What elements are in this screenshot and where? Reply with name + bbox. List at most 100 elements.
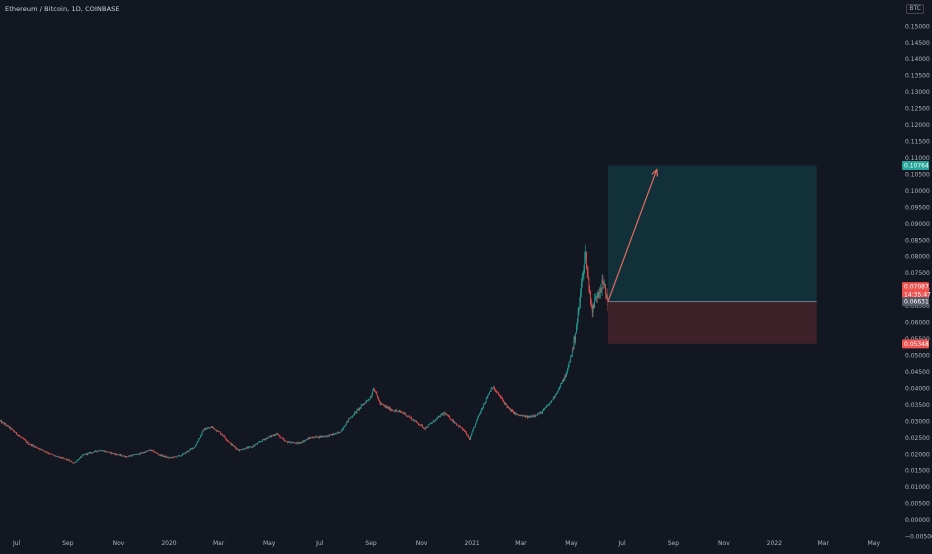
candle-body [314, 438, 315, 439]
y-tick-label: 0.13500 [905, 73, 930, 80]
candle-body [234, 446, 235, 447]
candle-body [479, 414, 480, 416]
candle-body [473, 428, 474, 430]
candle-body [62, 458, 63, 459]
y-tick-label: 0.09000 [905, 221, 930, 228]
candle-body [70, 461, 71, 462]
candle-body [480, 412, 481, 413]
candle-body [284, 439, 285, 440]
y-tick-label: 0.04500 [905, 369, 930, 376]
candle-body [495, 390, 496, 391]
candle-body [137, 454, 138, 455]
candle-body [558, 389, 559, 392]
currency-badge[interactable]: BTC [906, 4, 924, 14]
candle-body [124, 456, 125, 457]
candle-body [157, 453, 158, 454]
y-tick-label: 0.05000 [905, 352, 930, 359]
candle-body [437, 418, 438, 419]
candle-body [461, 427, 462, 428]
candle-body [271, 436, 272, 437]
candle-body [606, 294, 607, 295]
candle-body [61, 458, 62, 459]
candle-body [37, 447, 38, 448]
candle-body [251, 447, 252, 448]
candle-body [268, 437, 269, 439]
candle-body [140, 453, 141, 454]
candle-body [102, 451, 103, 452]
candle-body [74, 462, 75, 463]
candle-body [517, 414, 518, 415]
y-tick-label: 0.09500 [905, 204, 930, 211]
candle-body [41, 449, 42, 450]
candle-body [25, 440, 26, 441]
candle-body [155, 452, 156, 453]
candle-body [323, 436, 324, 437]
y-tick-label: 0.02000 [905, 451, 930, 458]
candle-body [126, 456, 127, 457]
candle-body [196, 444, 197, 446]
candle-body [328, 435, 329, 436]
candle-body [248, 447, 249, 448]
candle-body [523, 415, 524, 416]
candle-body [492, 388, 493, 389]
candle-body [191, 449, 192, 450]
candle-body [541, 412, 542, 413]
candle-body [532, 416, 533, 417]
candle-body [212, 427, 213, 428]
candle-body [145, 451, 146, 452]
candle-body [310, 438, 311, 439]
candle-body [300, 442, 301, 443]
long-position-tool [608, 166, 817, 344]
candle-body [579, 308, 580, 312]
candle-body [515, 412, 516, 414]
candle-body [242, 450, 243, 451]
candle-body [82, 456, 83, 458]
x-tick-label: Jul [315, 540, 324, 547]
candle-body [108, 452, 109, 453]
candle-body [572, 348, 573, 354]
candle-body [531, 416, 532, 417]
candle-body [436, 418, 437, 419]
candle-body [521, 415, 522, 416]
candle-body [53, 455, 54, 456]
candle-body [319, 436, 320, 437]
candle-body [448, 415, 449, 416]
candle-body [398, 411, 399, 412]
x-tick-label: 2020 [161, 540, 176, 547]
candle-body [305, 440, 306, 441]
candle-body [304, 441, 305, 442]
candle-body [207, 428, 208, 429]
candle-body [69, 460, 70, 461]
candle-body [40, 449, 41, 450]
candle-body [355, 412, 356, 413]
y-tick-label: 0.02500 [905, 435, 930, 442]
candle-body [576, 326, 577, 333]
candle-body [463, 429, 464, 430]
candle-body [285, 441, 286, 442]
candle-body [282, 438, 283, 439]
candle-body [2, 422, 3, 423]
candle-body [405, 413, 406, 414]
candle-body [569, 363, 570, 367]
candle-body [242, 449, 243, 450]
candle-body [545, 407, 546, 408]
candle-body [415, 421, 416, 422]
candle-body [500, 396, 501, 397]
candle-body [458, 425, 459, 426]
candle-body [442, 414, 443, 415]
candle-body [322, 436, 323, 437]
candle-body [367, 400, 368, 401]
candle-body [565, 376, 566, 379]
candle-body [326, 436, 327, 437]
candle-body [101, 451, 102, 452]
candle-body [226, 439, 227, 440]
candle-body [5, 424, 6, 425]
candle-body [570, 356, 571, 361]
candle-body [18, 435, 19, 436]
candle-body [11, 429, 12, 430]
candle-body [181, 456, 182, 457]
candle-body [206, 429, 207, 430]
candle-body [349, 419, 350, 420]
